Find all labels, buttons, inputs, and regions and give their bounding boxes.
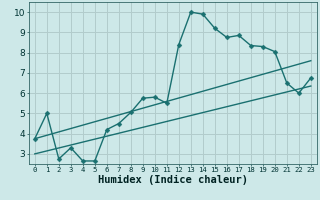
X-axis label: Humidex (Indice chaleur): Humidex (Indice chaleur)	[98, 175, 248, 185]
